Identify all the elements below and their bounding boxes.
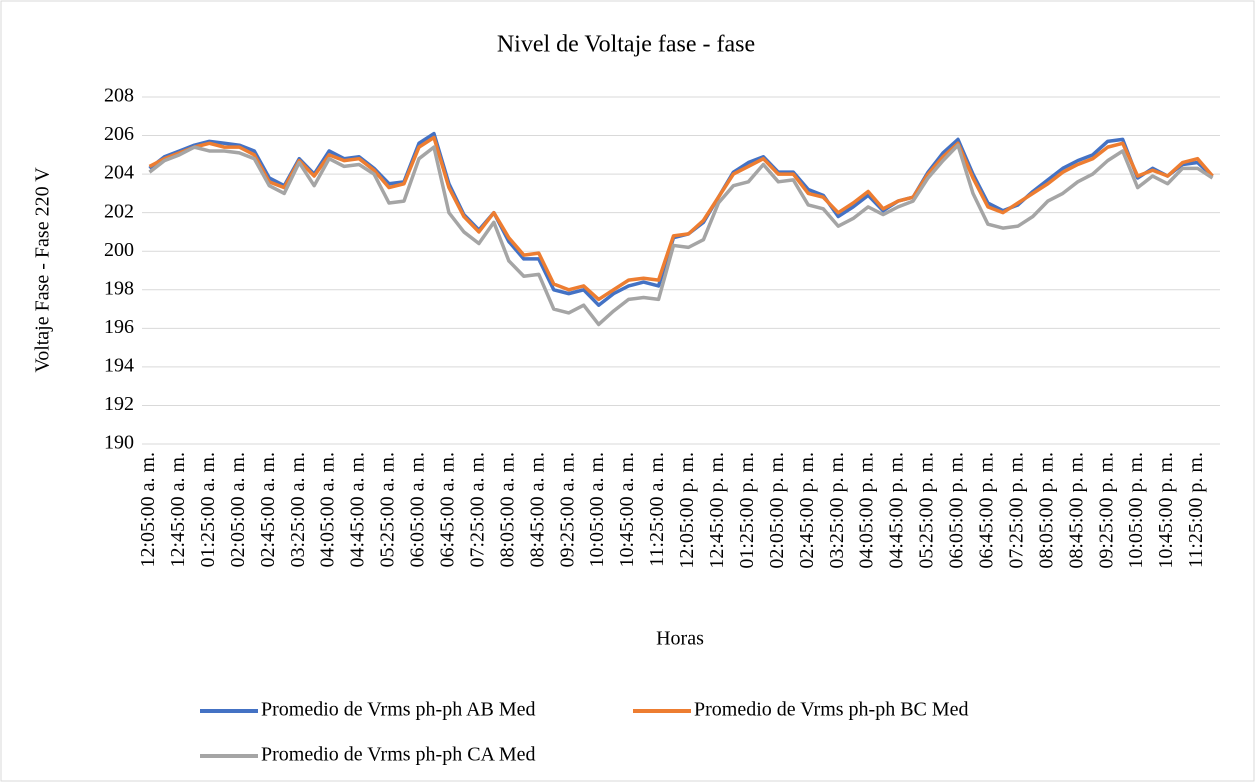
x-tick-label: 06:05:00 p. m. [946,452,968,569]
x-tick-label: 05:25:00 p. m. [916,452,938,569]
x-tick-label: 04:45:00 p. m. [886,452,908,569]
x-tick-label: 12:05:00 p. m. [676,452,698,569]
x-tick-label: 12:45:00 a. m. [167,452,189,568]
x-tick-label: 02:45:00 p. m. [796,452,818,569]
x-tick-label: 03:25:00 a. m. [287,452,309,568]
x-tick-label: 07:25:00 a. m. [466,452,488,568]
x-tick-label: 10:45:00 a. m. [616,452,638,568]
x-tick-label: 06:45:00 p. m. [976,452,998,569]
x-tick-label: 01:25:00 p. m. [736,452,758,569]
x-tick-label: 04:45:00 a. m. [347,452,369,568]
y-tick-label: 208 [104,85,134,107]
x-tick-label: 11:25:00 p. m. [1185,452,1207,568]
x-tick-label: 06:45:00 a. m. [437,452,459,568]
x-tick-label: 10:05:00 p. m. [1125,452,1147,569]
x-tick-label: 02:45:00 a. m. [257,452,279,568]
x-tick-label: 04:05:00 a. m. [317,452,339,568]
y-tick-label: 200 [104,239,134,261]
x-tick-label: 08:05:00 a. m. [496,452,518,568]
x-tick-label: 07:25:00 p. m. [1005,452,1027,569]
x-tick-label: 08:45:00 p. m. [1065,452,1087,569]
x-tick-label: 11:25:00 a. m. [646,452,668,567]
chart-title: Nivel de Voltaje fase - fase [497,32,755,58]
x-tick-label: 02:05:00 p. m. [766,452,788,569]
x-tick-label: 12:45:00 p. m. [706,452,728,569]
y-tick-label: 194 [104,354,134,376]
x-tick-label: 03:25:00 p. m. [826,452,848,569]
y-tick-label: 206 [104,123,134,145]
series-line [148,135,1214,302]
legend-label: Promedio de Vrms ph-ph AB Med [261,699,536,721]
x-tick-label: 09:25:00 a. m. [556,452,578,568]
x-tick-label: 09:25:00 p. m. [1095,452,1117,569]
x-tick-label: 06:05:00 a. m. [407,452,429,568]
x-tick-label: 05:25:00 a. m. [377,452,399,568]
x-tick-label: 08:45:00 a. m. [526,452,548,568]
x-axis-title: Horas [656,628,704,650]
legend-label: Promedio de Vrms ph-ph BC Med [694,699,969,721]
y-tick-label: 204 [104,162,134,184]
y-axis-title: Voltaje Fase - Fase 220 V [32,167,54,373]
y-tick-label: 198 [104,277,134,299]
y-tick-label: 192 [104,393,134,415]
y-tick-label: 190 [104,432,134,454]
x-tick-label: 10:05:00 a. m. [586,452,608,568]
x-tick-label: 04:05:00 p. m. [856,452,878,569]
x-tick-label: 10:45:00 p. m. [1155,452,1177,569]
y-tick-label: 202 [104,200,134,222]
x-tick-label: 08:05:00 p. m. [1035,452,1057,569]
x-tick-label: 12:05:00 a. m. [137,452,159,568]
x-tick-label: 02:05:00 a. m. [227,452,249,568]
x-tick-label: 01:25:00 a. m. [197,452,219,568]
legend-label: Promedio de Vrms ph-ph CA Med [261,744,536,766]
series-line [148,143,1214,327]
y-tick-label: 196 [104,316,134,338]
